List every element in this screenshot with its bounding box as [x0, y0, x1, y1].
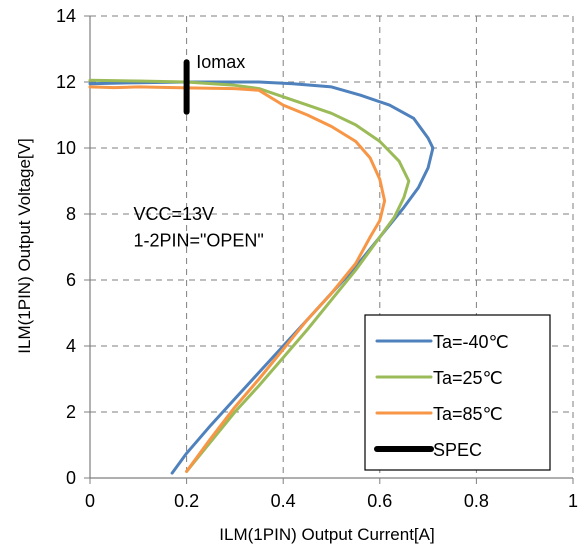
annotation-text: Iomax — [196, 52, 245, 72]
legend: Ta=-40℃ Ta=25℃ Ta=85℃ SPEC — [364, 314, 551, 471]
y-axis-title: ILM(1PIN) Output Voltage[V] — [15, 138, 34, 353]
legend-label: Ta=25℃ — [433, 368, 503, 388]
x-tick-label: 0.8 — [464, 491, 489, 511]
y-tick-label: 10 — [56, 138, 76, 158]
y-tick-label: 8 — [66, 204, 76, 224]
y-tick-label: 0 — [66, 468, 76, 488]
x-tick-label: 0 — [85, 491, 95, 511]
x-tick-label: 0.6 — [367, 491, 392, 511]
tick-labels: 0 2 4 6 8 10 12 14 0 0.2 0.4 0.6 0.8 1 — [56, 6, 578, 511]
legend-label: SPEC — [433, 440, 482, 460]
series-line-ta-2 — [88, 85, 387, 473]
series-line-ta-0 — [88, 80, 435, 475]
y-tick-label: 4 — [66, 336, 76, 356]
y-tick-label: 2 — [66, 402, 76, 422]
y-tick-label: 14 — [56, 6, 76, 26]
y-tick-label: 12 — [56, 72, 76, 92]
x-tick-label: 1 — [568, 491, 578, 511]
annotation-text: VCC=13V — [133, 204, 214, 224]
series-lines — [88, 59, 435, 475]
x-tick-label: 0.4 — [271, 491, 296, 511]
series-line-ta-1 — [88, 78, 411, 473]
x-axis-title: ILM(1PIN) Output Current[A] — [219, 525, 434, 544]
annotations: Iomax VCC=13V 1-2PIN="OPEN" — [133, 52, 263, 250]
legend-label: Ta=-40℃ — [433, 332, 509, 352]
annotation-text: 1-2PIN="OPEN" — [133, 230, 263, 250]
legend-label: Ta=85℃ — [433, 404, 503, 424]
y-tick-label: 6 — [66, 270, 76, 290]
plot-axes — [89, 16, 573, 479]
x-tick-label: 0.2 — [174, 491, 199, 511]
